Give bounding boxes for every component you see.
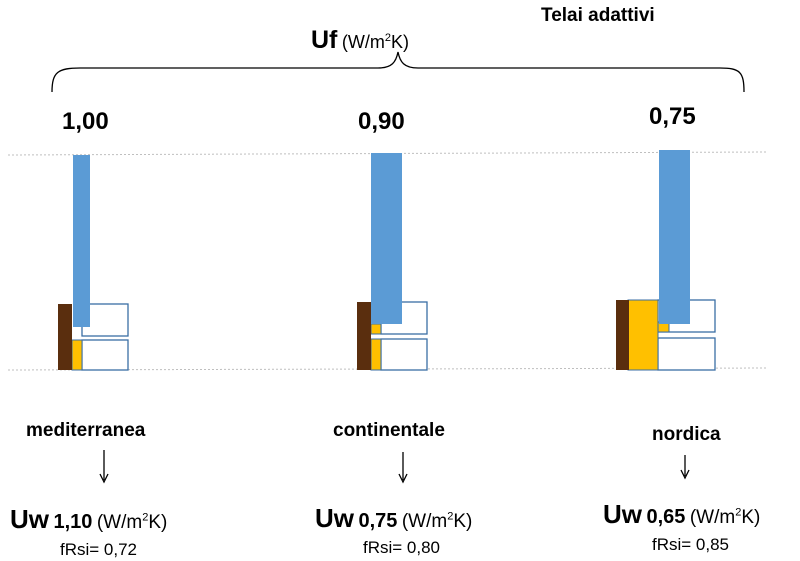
uf-value-mediterranea: 1,00 <box>62 108 109 135</box>
arrow-down-icon <box>99 450 109 484</box>
uw-value-nordica: Uw 0,65 (W/m2K) <box>603 499 761 529</box>
frame-profile-nordica <box>616 150 716 371</box>
frame-profile-continentale <box>357 153 428 371</box>
frsi-value-continentale: fRsi= 0,80 <box>363 538 441 557</box>
climate-label-continentale: continentale <box>333 420 445 441</box>
uw-value-mediterranea: Uw 1,10 (W/m2K) <box>10 504 168 534</box>
insulation-block <box>627 299 659 371</box>
climate-label-nordica: nordica <box>652 424 721 445</box>
wood-frame <box>58 304 72 370</box>
diagram-title: Telai adattivi <box>541 5 655 26</box>
uf-value-continentale: 0,90 <box>358 108 405 135</box>
frame-profile-mediterranea <box>58 155 129 371</box>
insulation-strip-upper <box>370 323 382 335</box>
uf-heading: Uf (W/m2K) <box>311 26 409 55</box>
sash-lower <box>81 339 129 371</box>
arrow-down-icon <box>680 455 690 480</box>
arrow-down-icon <box>398 452 408 484</box>
frsi-value-mediterranea: fRsi= 0,72 <box>60 540 138 559</box>
insulation-strip <box>71 339 83 371</box>
uf-value-nordica: 0,75 <box>649 103 696 130</box>
uf-unit: (W/m2K) <box>341 32 409 52</box>
frsi-value-nordica: fRsi= 0,85 <box>652 535 730 554</box>
curly-brace <box>51 51 745 93</box>
uw-value-continentale: Uw 0,75 (W/m2K) <box>315 503 473 533</box>
glass-pane <box>73 155 90 327</box>
glass-pane <box>659 150 690 324</box>
wood-frame <box>357 302 371 370</box>
uf-label: Uf <box>311 26 338 54</box>
sash-lower <box>380 338 428 371</box>
sash-lower <box>657 337 716 371</box>
climate-label-mediterranea: mediterranea <box>26 420 146 441</box>
insulation-strip-lower <box>370 338 382 371</box>
glass-pane <box>371 153 402 324</box>
wood-frame <box>616 300 629 370</box>
